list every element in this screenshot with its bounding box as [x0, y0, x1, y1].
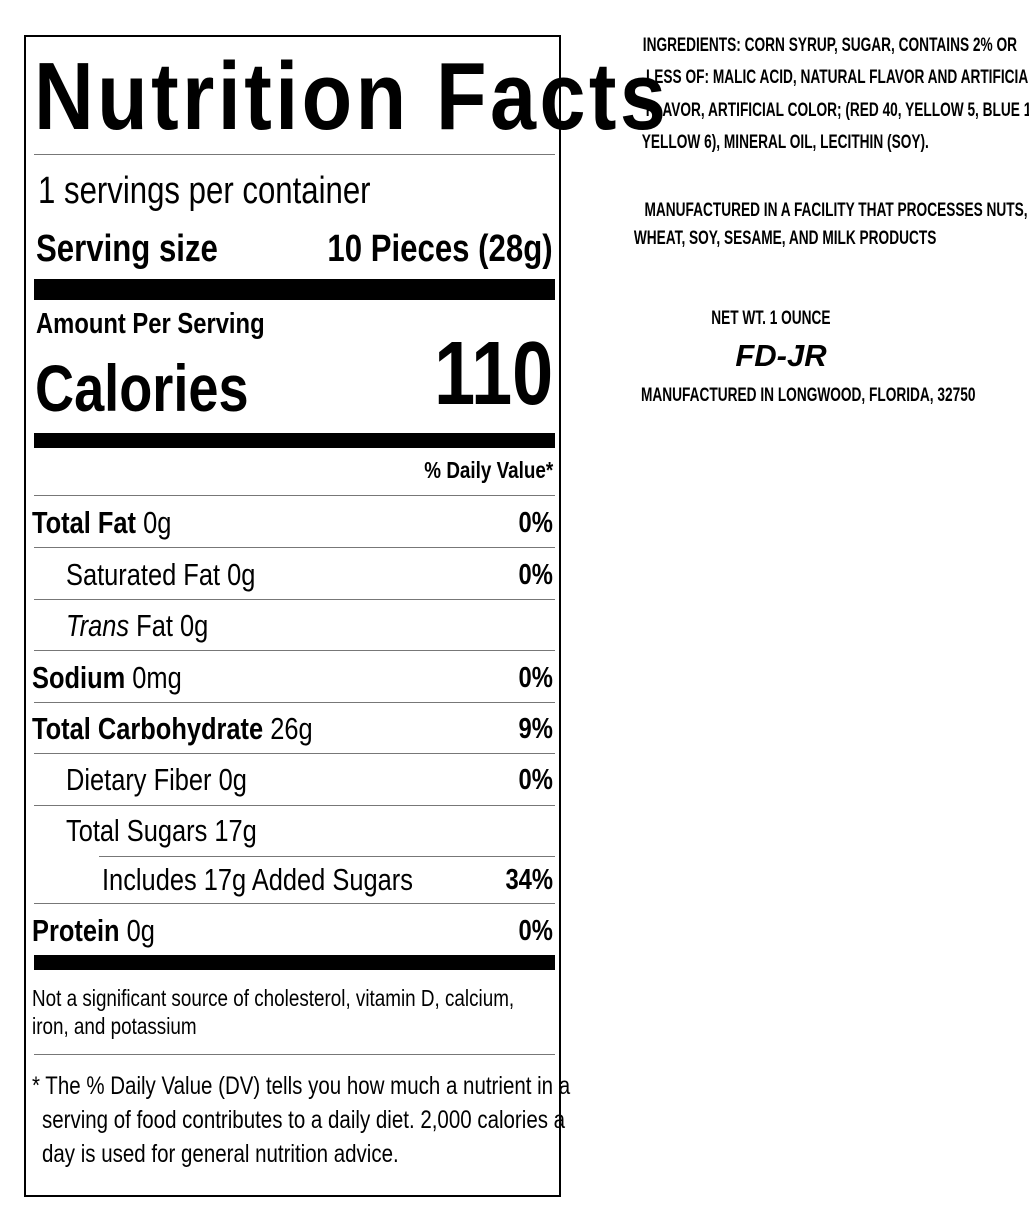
nutrient-amount: 0g [227, 557, 256, 592]
nutrient-row: Dietary Fiber 0g [66, 764, 287, 795]
thick-divider [34, 433, 555, 448]
daily-value-percent: 9% [518, 713, 553, 745]
servings-per-container: 1 servings per container [38, 170, 371, 212]
calories-value: 110 [433, 324, 553, 424]
daily-value-percent: 0% [518, 559, 553, 591]
nutrient-name: Saturated Fat [66, 557, 221, 592]
nutrient-amount: 26g [270, 711, 313, 746]
divider [34, 154, 555, 155]
ingredients-line-3: FLAVOR, ARTIFICIAL COLOR; (RED 40, YELLO… [645, 100, 1029, 121]
nutrition-facts-label: Nutrition Facts 1 servings per container… [24, 35, 666, 1197]
footnote-line-3: day is used for general nutrition advice… [42, 1140, 399, 1168]
ingredients-line-1: INGREDIENTS: CORN SYRUP, SUGAR, CONTAINS… [642, 35, 1017, 56]
divider [34, 650, 555, 651]
divider [34, 599, 555, 600]
allergen-line-1: MANUFACTURED IN A FACILITY THAT PROCESSE… [644, 200, 1028, 221]
daily-value-percent: 0% [518, 507, 553, 539]
divider [34, 547, 555, 548]
daily-value-header: % Daily Value* [424, 457, 553, 483]
serving-size-value: 10 Pieces (28g) [327, 228, 553, 270]
nutrient-amount: Fat 0g [136, 608, 209, 643]
manufactured-location: MANUFACTURED IN LONGWOOD, FLORIDA, 32750 [641, 385, 976, 406]
nutrient-name: Protein [32, 913, 120, 948]
amount-per-serving: Amount Per Serving [36, 308, 265, 340]
nutrient-row: Sodium 0mg [32, 662, 215, 693]
daily-value-percent: 0% [518, 764, 553, 796]
not-significant-line-1: Not a significant source of cholesterol,… [32, 985, 515, 1011]
nutrient-amount: 0g [143, 505, 172, 540]
nutrient-name: Sodium [32, 660, 126, 695]
thick-divider [34, 279, 555, 300]
serving-size-label: Serving size [36, 228, 218, 270]
nutrient-name: Total Fat [32, 505, 137, 540]
divider [34, 495, 555, 496]
nutrient-row: Saturated Fat 0g [66, 559, 297, 590]
daily-value-percent: 0% [518, 915, 553, 947]
label-title: Nutrition Facts [34, 43, 670, 150]
divider [34, 1054, 555, 1055]
nutrient-amount: 0g [126, 913, 155, 948]
ingredients-line-4: YELLOW 6), MINERAL OIL, LECITHIN (SOY). [641, 132, 929, 153]
divider [34, 753, 555, 754]
nutrient-name: Total Sugars [66, 813, 208, 848]
divider [99, 856, 555, 857]
brand-code: FD-JR [735, 338, 827, 373]
nutrient-name: Dietary Fiber [66, 762, 212, 797]
divider [34, 805, 555, 806]
allergen-line-2: WHEAT, SOY, SESAME, AND MILK PRODUCTS [633, 228, 937, 249]
nutrient-row: Total Carbohydrate 26g [32, 713, 374, 744]
divider [34, 702, 555, 703]
daily-value-percent: 34% [505, 864, 553, 896]
nutrient-name: Total Carbohydrate [32, 711, 264, 746]
nutrient-amount: 0g [218, 762, 247, 797]
nutrient-row: Total Sugars 17g [66, 815, 299, 846]
nutrient-row: Trans Fat 0g [66, 610, 239, 641]
nutrient-amount: 0mg [132, 660, 182, 695]
nutrient-row: Includes 17g Added Sugars [102, 864, 481, 895]
net-weight: NET WT. 1 OUNCE [711, 308, 831, 329]
nutrient-name: Trans [66, 608, 130, 643]
thick-divider [34, 955, 555, 970]
calories-label: Calories [35, 351, 249, 425]
nutrient-row: Total Fat 0g [32, 507, 202, 538]
nutrient-name: Includes 17g Added Sugars [102, 862, 413, 897]
divider [34, 903, 555, 904]
ingredients-line-2: LESS OF: MALIC ACID, NATURAL FLAVOR AND … [645, 67, 1029, 88]
footnote-line-2: serving of food contributes to a daily d… [42, 1106, 566, 1134]
daily-value-percent: 0% [518, 662, 553, 694]
nutrient-amount: 17g [214, 813, 257, 848]
nutrient-row: Protein 0g [32, 915, 182, 946]
footnote-line-1: * The % Daily Value (DV) tells you how m… [32, 1072, 571, 1100]
not-significant-line-2: iron, and potassium [32, 1013, 197, 1039]
